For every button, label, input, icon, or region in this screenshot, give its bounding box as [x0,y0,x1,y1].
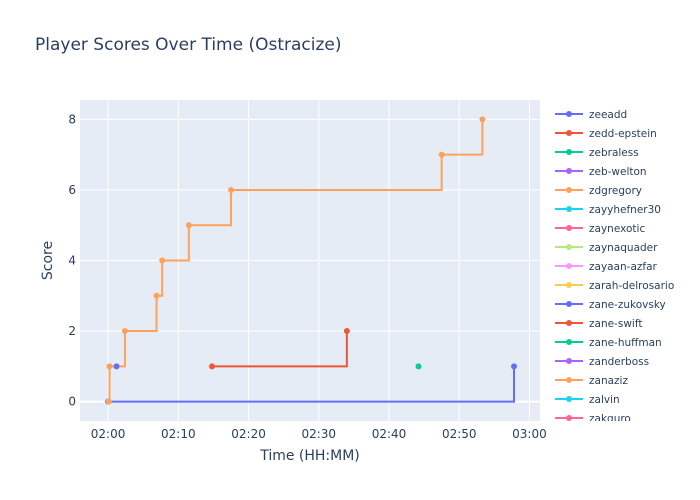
legend-item-zane-swift[interactable]: zane-swift [555,318,642,330]
data-point-zdgregory[interactable] [121,328,128,335]
legend-swatch-marker [566,225,572,231]
series-zdgregory [105,116,486,405]
y-axis-title: Score [40,241,56,280]
data-point-zdgregory[interactable] [153,292,160,299]
legend-item-zanderboss[interactable]: zanderboss [555,356,649,368]
legend-swatch-marker [566,149,572,155]
y-tick-label: 2 [68,324,76,338]
legend-swatch-marker [566,130,572,136]
legend-label: zayaan-azfar [589,261,658,273]
legend-item-zaynaquader[interactable]: zaynaquader [555,242,658,254]
legend-swatch-marker [566,206,572,212]
legend-swatch-marker [566,244,572,250]
y-axis-ticks: 0 2 4 6 8 [68,112,76,408]
x-tick-label: 02:00 [91,427,126,441]
legend-item-zeb-welton[interactable]: zeb-welton [555,166,647,178]
legend-swatch-marker [566,111,572,117]
x-tick-label: 02:20 [231,427,266,441]
data-point-zdgregory[interactable] [106,363,113,370]
legend-item-zeeadd[interactable]: zeeadd [555,109,627,121]
legend-item-zarah-delrosario[interactable]: zarah-delrosario [555,280,674,292]
legend-item-zane-zukovsky[interactable]: zane-zukovsky [555,299,666,311]
series-zedd-epstein [209,328,350,370]
legend-label: zeb-welton [589,166,647,178]
legend-swatch-marker [566,358,572,364]
legend-label: zedd-epstein [589,128,657,140]
legend-swatch-marker [566,301,572,307]
legend-label: zaynexotic [589,223,645,235]
y-tick-label: 0 [68,395,76,409]
y-tick-label: 8 [68,112,76,126]
legend-swatch-marker [566,339,572,345]
x-tick-label: 03:00 [512,427,547,441]
legend-item-zane-huffman[interactable]: zane-huffman [555,337,662,349]
legend-label: zdgregory [589,185,642,197]
legend-swatch-marker [566,263,572,269]
legend-label: zanaziz [589,375,628,387]
x-tick-label: 02:40 [372,427,407,441]
legend-label: zane-huffman [589,337,662,349]
data-point-zeeadd[interactable] [511,363,518,370]
legend-label: zebraless [589,147,639,159]
legend-swatch-marker [566,320,572,326]
legend-label: zakguro [589,413,631,425]
data-point-zdgregory[interactable] [105,398,112,405]
legend-swatch-marker [566,187,572,193]
legend-item-zayaan-azfar[interactable]: zayaan-azfar [555,261,658,273]
legend[interactable]: zeeadd zedd-epstein zebraless zeb-welton zdg… [555,109,674,425]
chart-title: Player Scores Over Time (Ostracize) [35,35,342,55]
legend-item-zalvin[interactable]: zalvin [555,394,620,406]
series-layer [105,116,518,405]
legend-label: zayyhefner30 [589,204,661,216]
legend-label: zaynaquader [589,242,658,254]
legend-label: zane-zukovsky [589,299,666,311]
x-tick-label: 02:30 [301,427,336,441]
legend-item-zakguro[interactable]: zakguro [555,413,631,425]
legend-item-zdgregory[interactable]: zdgregory [555,185,642,197]
data-point-zebraless[interactable] [415,363,422,370]
data-point-zdgregory[interactable] [185,222,192,229]
data-point-zedd-epstein[interactable] [343,328,350,335]
legend-item-zayyhefner30[interactable]: zayyhefner30 [555,204,661,216]
y-tick-label: 6 [68,183,76,197]
legend-swatch-marker [566,168,572,174]
series-zane-zukovsky [113,363,120,370]
legend-label: zane-swift [589,318,642,330]
y-tick-label: 4 [68,254,76,268]
data-point-zdgregory[interactable] [438,151,445,158]
series-line-zedd-epstein [212,331,348,368]
data-point-zdgregory[interactable] [479,116,486,123]
legend-item-zedd-epstein[interactable]: zedd-epstein [555,128,657,140]
legend-label: zarah-delrosario [589,280,674,292]
x-tick-label: 02:50 [442,427,477,441]
legend-swatch-marker [566,415,572,421]
x-axis-ticks: 02:00 02:10 02:20 02:30 02:40 02:50 03:00 [91,427,547,441]
legend-swatch-marker [566,396,572,402]
legend-label: zeeadd [589,109,627,121]
data-point-zane-zukovsky[interactable] [113,363,120,370]
legend-swatch-marker [566,377,572,383]
legend-item-zanaziz[interactable]: zanaziz [555,375,628,387]
x-tick-label: 02:10 [161,427,196,441]
legend-label: zalvin [589,394,620,406]
data-point-zdgregory[interactable] [159,257,166,264]
legend-item-zaynexotic[interactable]: zaynexotic [555,223,645,235]
series-zebraless [415,363,422,370]
legend-swatch-marker [566,282,572,288]
series-line-zeeadd [108,366,516,403]
legend-label: zanderboss [589,356,649,368]
data-point-zedd-epstein[interactable] [209,363,216,370]
data-point-zdgregory[interactable] [227,186,234,193]
legend-item-zebraless[interactable]: zebraless [555,147,639,159]
x-axis-title: Time (HH:MM) [259,448,360,464]
